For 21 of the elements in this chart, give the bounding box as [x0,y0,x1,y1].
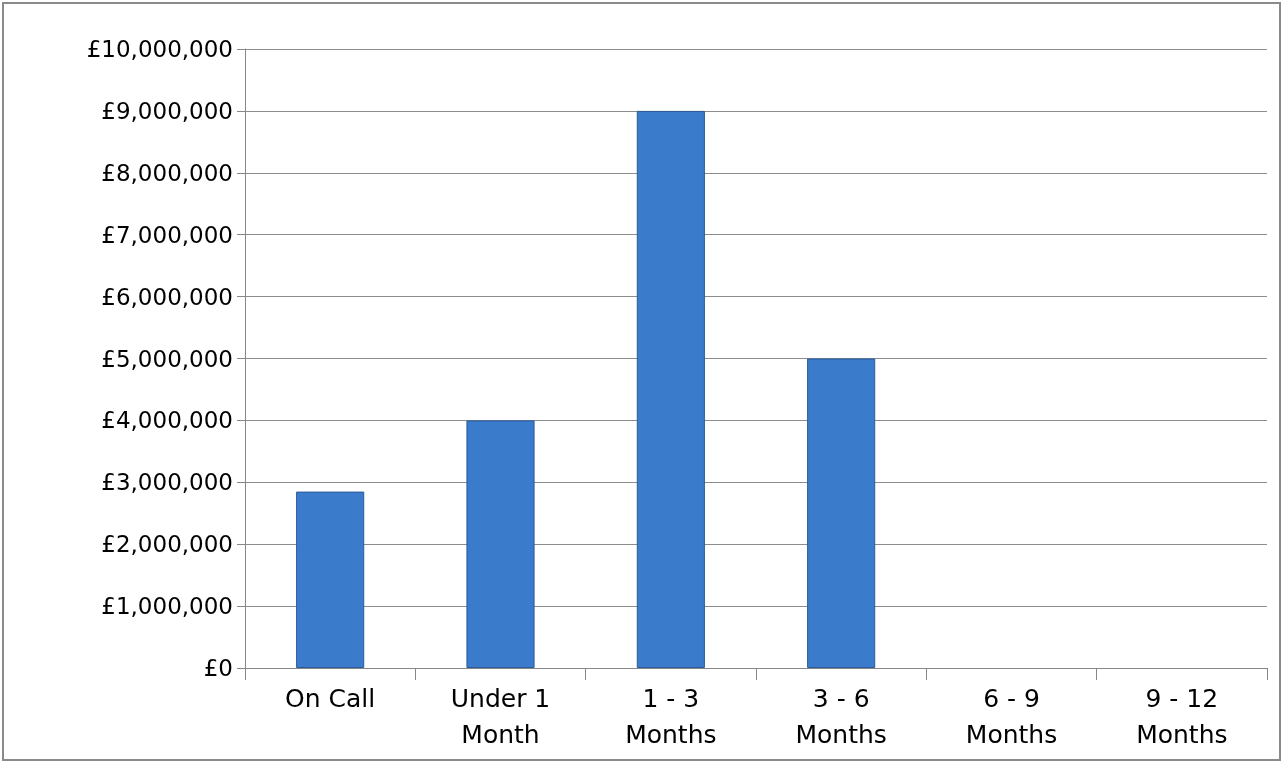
y-tick-label: £10,000,000 [86,36,233,62]
bar [636,110,705,668]
y-tick-label: £8,000,000 [101,159,233,186]
x-tick-label: 1 - 3 Months [625,683,717,749]
y-tick-label: £4,000,000 [101,407,233,434]
bar [296,491,365,668]
y-tick-label: £7,000,000 [101,221,233,248]
y-tick-label: £6,000,000 [101,283,233,310]
y-tick-label: £5,000,000 [101,345,233,372]
y-tick-label: £0 [203,655,233,681]
x-tick-label: 9 - 12 Months [1136,683,1228,749]
y-tick-label: £2,000,000 [101,531,233,558]
x-tick-label: On Call [285,683,376,713]
x-tick-label: Under 1 Month [450,683,551,749]
x-tick-label: 6 - 9 Months [965,683,1058,749]
x-tick-label: 3 - 6 Months [795,683,887,749]
bar [466,420,535,668]
y-tick-label: £9,000,000 [101,97,233,124]
bar [807,358,876,668]
y-tick-label: £1,000,000 [101,593,233,620]
y-tick-label: £3,000,000 [101,469,233,496]
